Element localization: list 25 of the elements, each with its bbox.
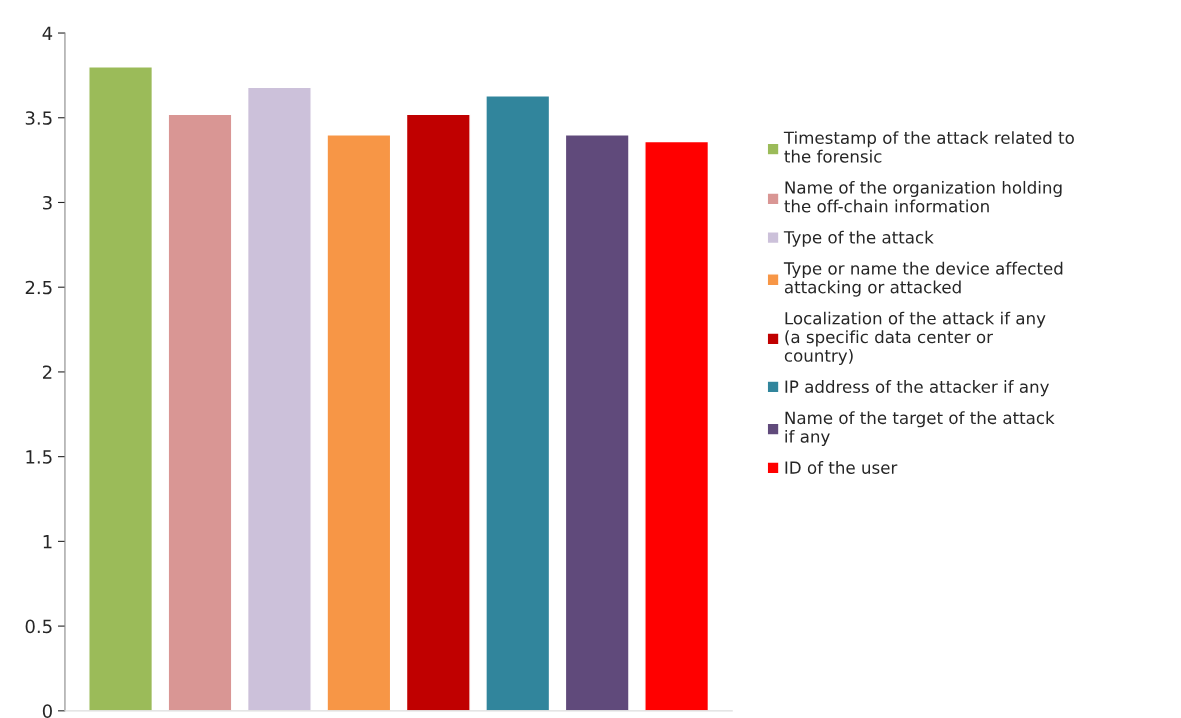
bar (564, 134, 630, 711)
y-tick-label: 0 (42, 704, 52, 718)
legend-label: ID of the user (785, 461, 898, 474)
bar (485, 95, 551, 711)
legend-label: Localization of the attack if any (a specific data center or country) (784, 311, 1046, 366)
legend-label: Name of the target of the attack if any (785, 411, 1055, 447)
bar (326, 134, 392, 711)
legend-label: Type of the attack (783, 230, 934, 247)
bar (405, 113, 471, 711)
bar (167, 113, 233, 711)
y-tick-label: 2.5 (25, 280, 52, 295)
bar (644, 140, 710, 711)
y-tick-label: 3.5 (25, 111, 52, 125)
legend-label: IP address of the attacker if any (785, 380, 1049, 397)
bar (88, 66, 154, 711)
y-tick-label: 0.5 (25, 619, 52, 634)
y-tick-label: 2 (42, 365, 52, 379)
y-tick-label: 1 (43, 535, 52, 549)
legend-label: Name of the organization holding the off-chain information (784, 180, 1062, 213)
legend-label: Type or name the device affected attacking or attacked (783, 261, 1063, 297)
y-tick-label: 1.5 (26, 450, 52, 464)
y-tick-label: 3 (43, 195, 52, 210)
legend-label: Timestamp of the attack related to the forensic (783, 131, 1074, 163)
bar (246, 86, 312, 711)
y-tick-label: 4 (42, 26, 53, 40)
